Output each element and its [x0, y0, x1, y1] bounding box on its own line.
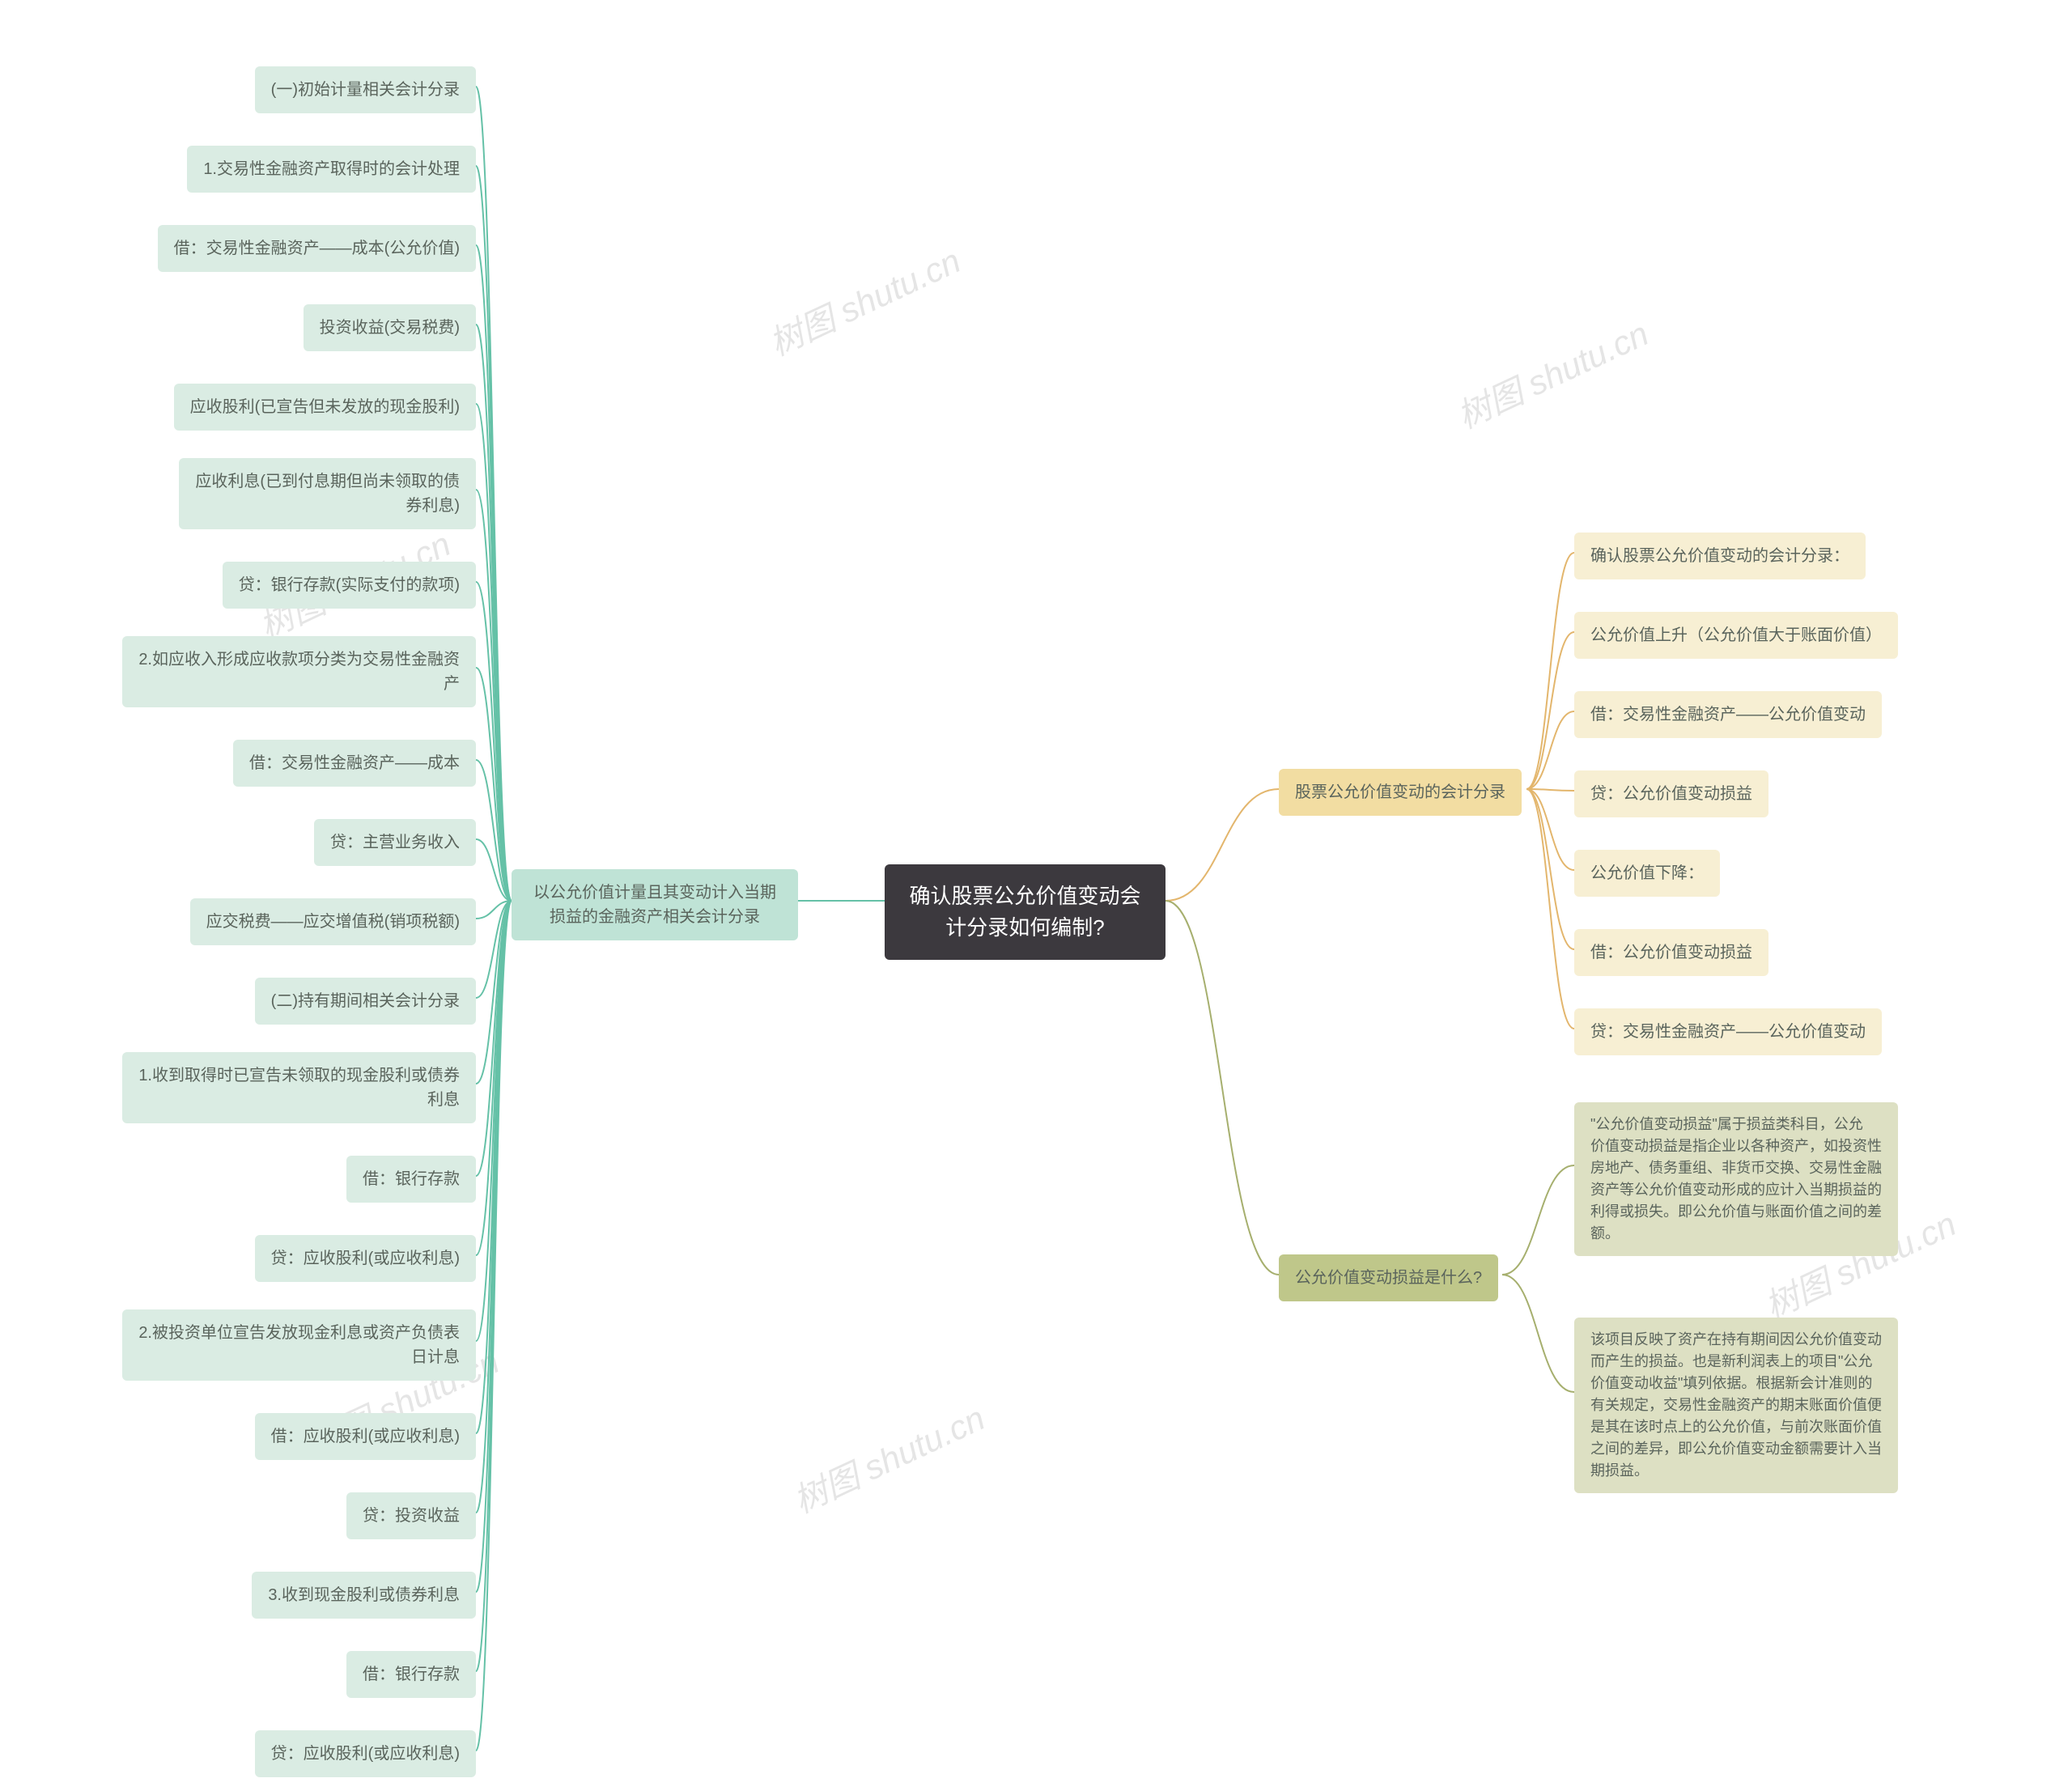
right1-leaf-text: 借：公允价值变动损益 [1590, 944, 1752, 961]
left-leaf-text: 贷：银行存款(实际支付的款项) [239, 576, 460, 594]
left-leaf-text: 3.收到现金股利或债券利息 [268, 1586, 460, 1604]
left-leaf: 1.收到取得时已宣告未领取的现金股利或债券 利息 [122, 1052, 476, 1123]
left-leaf: 借：交易性金融资产——成本 [233, 740, 476, 787]
left-leaf-text: 应交税费——应交增值税(销项税额) [206, 913, 460, 931]
right1-leaf: 借：公允价值变动损益 [1574, 929, 1768, 976]
left-leaf: 贷：投资收益 [346, 1492, 476, 1539]
center-node-text: 确认股票公允价值变动会 计分录如何编制? [909, 884, 1140, 940]
left-leaf: 2.如应收入形成应收款项分类为交易性金融资 产 [122, 636, 476, 707]
left-leaf: 1.交易性金融资产取得时的会计处理 [187, 146, 476, 193]
left-leaf-text: 贷：主营业务收入 [330, 834, 460, 851]
right-branch-2-main: 公允价值变动损益是什么? [1279, 1254, 1498, 1301]
right1-leaf: 贷：公允价值变动损益 [1574, 770, 1768, 817]
right2-leaf-text: 该项目反映了资产在持有期间因公允价值变动 而产生的损益。也是新利润表上的项目"公… [1590, 1331, 1882, 1479]
right1-leaf-text: 贷：公允价值变动损益 [1590, 785, 1752, 803]
right2-leaf-text: "公允价值变动损益"属于损益类科目，公允 价值变动损益是指企业以各种资产，如投资… [1590, 1116, 1882, 1241]
right1-leaf-text: 公允价值上升（公允价值大于账面价值） [1590, 626, 1882, 644]
left-leaf-text: 借：交易性金融资产——成本 [249, 754, 460, 772]
right-branch-1-label: 股票公允价值变动的会计分录 [1295, 783, 1505, 801]
left-leaf: 借：银行存款 [346, 1156, 476, 1203]
left-leaf-text: 2.如应收入形成应收款项分类为交易性金融资 产 [138, 651, 460, 693]
left-leaf-text: 2.被投资单位宣告发放现金利息或资产负债表 日计息 [138, 1324, 460, 1366]
left-leaf-text: 借：交易性金融资产——成本(公允价值) [174, 240, 460, 257]
right1-leaf-text: 确认股票公允价值变动的会计分录： [1590, 547, 1849, 565]
left-leaf: 应收股利(已宣告但未发放的现金股利) [174, 384, 476, 431]
left-branch-main: 以公允价值计量且其变动计入当期 损益的金融资产相关会计分录 [512, 869, 798, 940]
center-node: 确认股票公允价值变动会 计分录如何编制? [885, 864, 1166, 960]
left-leaf-text: 借：银行存款 [363, 1666, 460, 1683]
right1-leaf-text: 贷：交易性金融资产——公允价值变动 [1590, 1023, 1866, 1041]
left-leaf: (一)初始计量相关会计分录 [255, 66, 476, 113]
watermark: 树图 shutu.cn [1448, 307, 1655, 439]
left-leaf-text: 投资收益(交易税费) [320, 319, 460, 337]
watermark: 树图 shutu.cn [784, 1391, 991, 1523]
left-leaf: 贷：应收股利(或应收利息) [255, 1730, 476, 1777]
right1-leaf: 确认股票公允价值变动的会计分录： [1574, 533, 1866, 579]
left-leaf: 借：银行存款 [346, 1651, 476, 1698]
left-leaf-text: 借：应收股利(或应收利息) [271, 1428, 460, 1445]
left-leaf-text: 贷：应收股利(或应收利息) [271, 1745, 460, 1763]
left-leaf-text: 应收利息(已到付息期但尚未领取的债 券利息) [195, 473, 460, 515]
right-branch-1-main: 股票公允价值变动的会计分录 [1279, 769, 1522, 816]
left-leaf-text: 应收股利(已宣告但未发放的现金股利) [190, 398, 460, 416]
right2-leaf: "公允价值变动损益"属于损益类科目，公允 价值变动损益是指企业以各种资产，如投资… [1574, 1102, 1898, 1256]
watermark: 树图 shutu.cn [760, 234, 967, 366]
left-leaf-text: (一)初始计量相关会计分录 [271, 81, 460, 99]
right2-leaf: 该项目反映了资产在持有期间因公允价值变动 而产生的损益。也是新利润表上的项目"公… [1574, 1318, 1898, 1493]
left-leaf-text: 贷：投资收益 [363, 1507, 460, 1525]
right1-leaf: 贷：交易性金融资产——公允价值变动 [1574, 1008, 1882, 1055]
left-leaf: 借：交易性金融资产——成本(公允价值) [158, 225, 476, 272]
left-leaf: 借：应收股利(或应收利息) [255, 1413, 476, 1460]
left-leaf: 贷：银行存款(实际支付的款项) [223, 562, 476, 609]
left-leaf-text: 贷：应收股利(或应收利息) [271, 1250, 460, 1267]
left-leaf-text: (二)持有期间相关会计分录 [271, 992, 460, 1010]
left-leaf: 应交税费——应交增值税(销项税额) [190, 898, 476, 945]
left-leaf: 3.收到现金股利或债券利息 [252, 1572, 476, 1619]
left-leaf: 投资收益(交易税费) [304, 304, 476, 351]
left-leaf-text: 1.交易性金融资产取得时的会计处理 [203, 160, 460, 178]
left-leaf: 贷：主营业务收入 [314, 819, 476, 866]
left-leaf: 2.被投资单位宣告发放现金利息或资产负债表 日计息 [122, 1309, 476, 1381]
right1-leaf-text: 公允价值下降： [1590, 864, 1704, 882]
left-leaf: (二)持有期间相关会计分录 [255, 978, 476, 1025]
right-branch-2-label: 公允价值变动损益是什么? [1295, 1269, 1482, 1287]
left-leaf-text: 借：银行存款 [363, 1170, 460, 1188]
right1-leaf: 公允价值上升（公允价值大于账面价值） [1574, 612, 1898, 659]
right1-leaf: 借：交易性金融资产——公允价值变动 [1574, 691, 1882, 738]
right1-leaf-text: 借：交易性金融资产——公允价值变动 [1590, 706, 1866, 724]
left-leaf: 贷：应收股利(或应收利息) [255, 1235, 476, 1282]
left-branch-label: 以公允价值计量且其变动计入当期 损益的金融资产相关会计分录 [533, 884, 776, 926]
left-leaf: 应收利息(已到付息期但尚未领取的债 券利息) [179, 458, 476, 529]
left-leaf-text: 1.收到取得时已宣告未领取的现金股利或债券 利息 [138, 1067, 460, 1109]
right1-leaf: 公允价值下降： [1574, 850, 1720, 897]
